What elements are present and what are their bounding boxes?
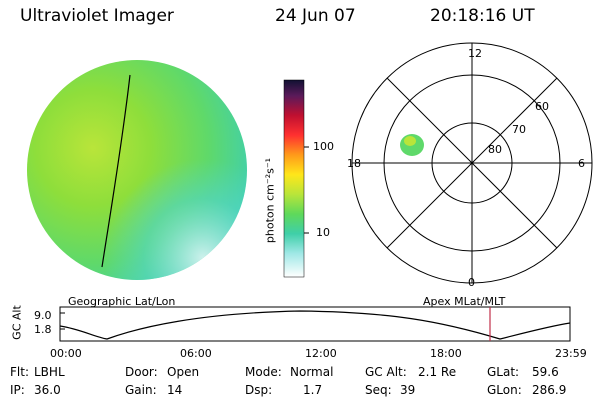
timeline-xtick-3: 18:00	[430, 347, 462, 360]
mlt-label-6: 6	[578, 157, 585, 170]
timeline-ylabel: GC Alt	[10, 305, 24, 340]
timeline-ytick-9: 9.0	[34, 309, 52, 322]
colorbar-tick-100: 100	[313, 140, 334, 153]
timeline-xtick-1: 06:00	[180, 347, 212, 360]
timeline-xtick-4: 23:59	[555, 347, 587, 360]
instrument-title: Ultraviolet Imager	[20, 6, 174, 26]
terminator-line	[101, 74, 131, 268]
info-seq-value: 39	[400, 383, 416, 397]
colorbar-label: photon cm⁻²s⁻¹	[263, 157, 277, 244]
info-dsp-value: 1.7	[303, 383, 323, 397]
altitude-curve	[59, 310, 571, 340]
timeline-ytick-1_8: 1.8	[34, 323, 52, 336]
info-ip-value: 36.0	[34, 383, 61, 397]
info-ip-label: IP:	[10, 383, 25, 397]
info-gain-label: Gain:	[125, 383, 157, 397]
info-door-value: Open	[167, 365, 200, 379]
info-mode-value: Normal	[290, 365, 334, 379]
info-dsp-label: Dsp:	[245, 383, 273, 397]
info-door-label: Door:	[125, 365, 158, 379]
caption-apex: Apex MLat/MLT	[423, 295, 506, 308]
timeline-plot	[59, 306, 571, 342]
uv-disk-image	[27, 60, 247, 280]
colorbar-tick-10: 10	[316, 226, 330, 239]
lat-label-80: 80	[488, 143, 502, 156]
info-glat-value: 59.6	[532, 365, 559, 379]
date-label: 24 Jun 07	[275, 6, 356, 26]
info-glon-label: GLon:	[487, 383, 522, 397]
info-glon-value: 286.9	[532, 383, 567, 397]
info-glat-label: GLat:	[487, 365, 520, 379]
disk-dim-region	[27, 60, 247, 280]
info-seq-label: Seq:	[365, 383, 392, 397]
mlt-label-18: 18	[347, 157, 361, 170]
lat-label-60: 60	[535, 100, 549, 113]
info-gcalt-label: GC Alt:	[365, 365, 407, 379]
info-mode-label: Mode:	[245, 365, 282, 379]
mlt-label-0: 0	[468, 276, 475, 289]
info-gcalt-value: 2.1 Re	[418, 365, 457, 379]
timeline-xtick-2: 12:00	[305, 347, 337, 360]
caption-geographic: Geographic Lat/Lon	[68, 295, 176, 308]
info-flt-label: Flt:	[10, 365, 29, 379]
time-label: 20:18:16 UT	[430, 6, 535, 26]
timeline-xtick-0: 00:00	[50, 347, 82, 360]
info-flt-value: LBHL	[34, 365, 65, 379]
mlt-label-12: 12	[468, 47, 482, 60]
info-gain-value: 14	[167, 383, 183, 397]
colorbar	[283, 79, 309, 278]
polar-plot	[351, 42, 593, 284]
lat-label-70: 70	[512, 123, 526, 136]
